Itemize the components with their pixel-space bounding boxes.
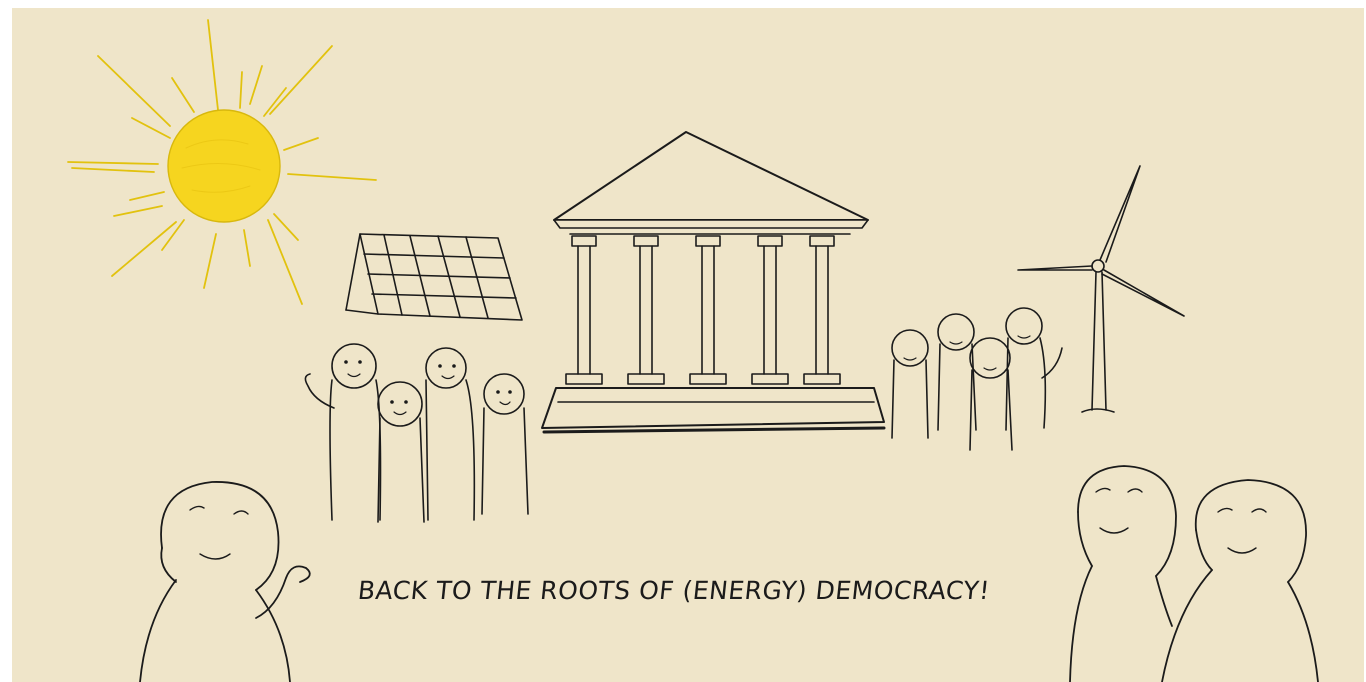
caption-text: BACK TO THE ROOTS OF (ENERGY) DEMOCRACY! (356, 576, 992, 605)
drawing-canvas (67, 19, 1319, 682)
people-group-right (891, 307, 1063, 451)
sun-icon (67, 19, 377, 305)
greek-temple-icon (541, 131, 886, 434)
paper-background: BACK TO THE ROOTS OF (ENERGY) DEMOCRACY! (12, 8, 1364, 682)
person-smile (1069, 465, 1177, 682)
solar-panel-icon (345, 233, 523, 321)
wind-turbine-icon (1017, 165, 1185, 413)
person-fist (139, 481, 311, 682)
person-wave (1161, 479, 1319, 682)
people-group-left (304, 343, 529, 523)
